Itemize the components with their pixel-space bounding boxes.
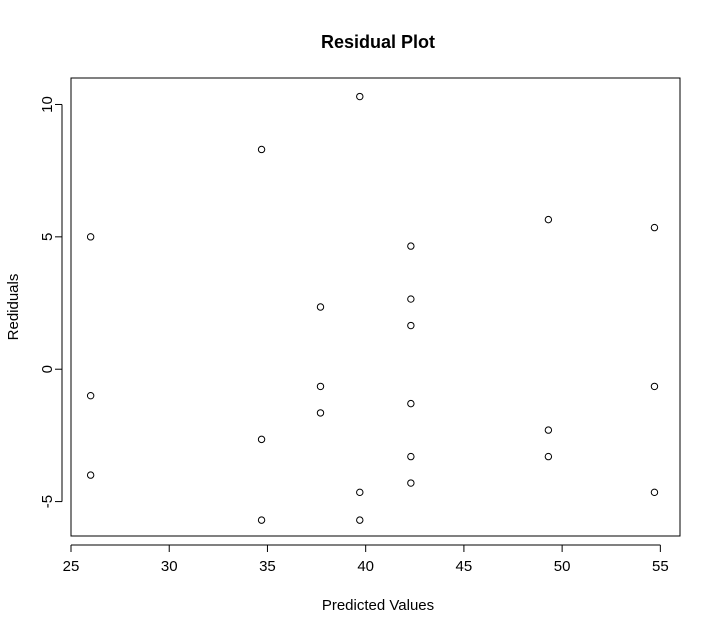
y-tick-label: 0 [39, 365, 56, 373]
x-tick-label: 50 [554, 558, 571, 575]
y-tick-label: 5 [39, 233, 56, 241]
x-tick-label: 25 [63, 558, 80, 575]
plot-frame [70, 77, 681, 537]
data-point [544, 426, 553, 434]
y-tick-label: 10 [39, 96, 56, 113]
data-point [407, 295, 415, 303]
x-tick-label: 55 [652, 558, 669, 575]
data-point [257, 145, 266, 154]
data-point [544, 215, 553, 224]
y-axis: -5 0 5 10 [39, 96, 63, 508]
data-point [316, 409, 325, 417]
data-point [650, 382, 659, 391]
data-point [407, 452, 415, 461]
data-point [316, 382, 325, 391]
data-point [86, 391, 95, 400]
data-points [86, 92, 659, 524]
data-point [356, 488, 364, 497]
y-tick-label: -5 [39, 495, 56, 508]
x-tick-label: 35 [259, 558, 276, 575]
data-point [316, 303, 325, 311]
data-point [257, 435, 266, 444]
data-point [86, 233, 95, 241]
x-axis: 25 30 35 40 45 50 55 [63, 544, 669, 575]
data-point [544, 452, 553, 461]
data-point [650, 488, 659, 497]
data-point [356, 516, 364, 524]
data-point [356, 92, 364, 101]
x-tick-label: 40 [357, 558, 374, 575]
x-tick-label: 30 [161, 558, 178, 575]
chart-title: Residual Plot [321, 32, 435, 52]
x-tick-label: 45 [456, 558, 473, 575]
data-point [257, 516, 266, 524]
data-point [407, 321, 415, 330]
y-axis-label: Rediduals [5, 274, 22, 341]
x-axis-label: Predicted Values [322, 597, 434, 614]
data-point [407, 242, 415, 250]
data-point [86, 471, 95, 479]
data-point [407, 479, 415, 487]
data-point [650, 223, 659, 232]
data-point [407, 399, 415, 408]
